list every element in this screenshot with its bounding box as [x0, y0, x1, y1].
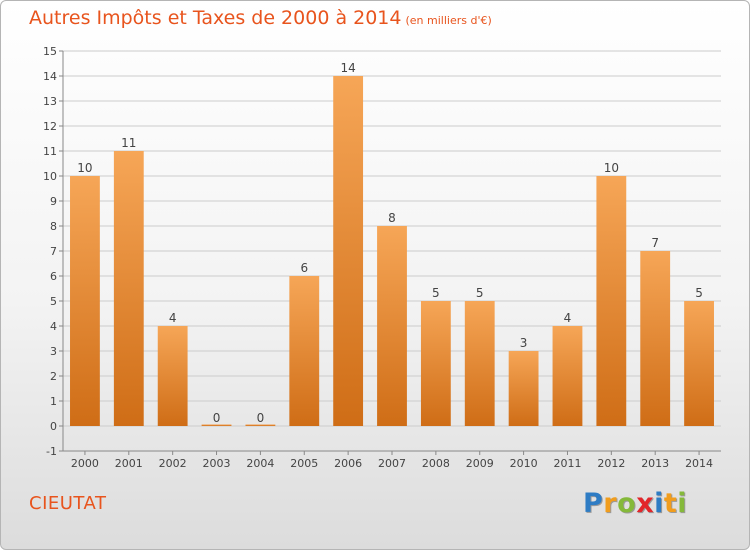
data-label-2006: 14	[340, 61, 355, 75]
data-label-2001: 11	[121, 136, 136, 150]
bar-2007	[377, 226, 407, 426]
y-tick-label: 9	[50, 195, 57, 208]
x-tick-label: 2001	[115, 457, 143, 470]
bar-2002	[157, 326, 188, 426]
y-tick-label: 1	[50, 395, 57, 408]
logo-letter: o	[617, 488, 637, 519]
y-tick-label: 14	[43, 70, 57, 83]
y-tick-label: 4	[50, 320, 57, 333]
data-label-2005: 6	[300, 261, 308, 275]
x-tick-label: 2005	[290, 457, 318, 470]
y-tick-label: 7	[50, 245, 57, 258]
x-tick-label: 2000	[71, 457, 99, 470]
bar-2000	[70, 176, 100, 426]
bar-2012	[596, 176, 627, 426]
x-tick-label: 2007	[378, 457, 406, 470]
proxiti-logo: Proxiti	[583, 488, 687, 519]
data-label-2008: 5	[432, 286, 440, 300]
x-tick-label: 2012	[597, 457, 625, 470]
y-tick-label: 11	[43, 145, 57, 158]
data-label-2004: 0	[257, 411, 265, 425]
commune-name: CIEUTAT	[29, 493, 107, 514]
x-tick-label: 2013	[641, 457, 669, 470]
data-label-2009: 5	[476, 286, 484, 300]
y-tick-label: 12	[43, 120, 57, 133]
logo-letter: x	[636, 488, 655, 519]
logo-letter: i	[677, 488, 688, 519]
bar-2010	[508, 351, 539, 426]
data-label-2007: 8	[388, 211, 396, 225]
x-tick-label: 2010	[510, 457, 538, 470]
y-tick-label: 15	[43, 45, 57, 58]
logo-letter: i	[654, 488, 664, 519]
data-label-2000: 10	[77, 161, 92, 175]
bar-2006	[333, 76, 364, 426]
y-tick-label: 2	[50, 370, 57, 383]
chart-title-unit: (en milliers d'€)	[405, 14, 492, 27]
x-tick-label: 2002	[159, 457, 187, 470]
bar-2013	[640, 251, 671, 426]
data-labels: 10 11 4 0 0 6 14 8 5 5 3 4 10 7 5	[77, 61, 703, 425]
y-tick-label: 5	[50, 295, 57, 308]
bars	[70, 76, 714, 426]
data-label-2002: 4	[169, 311, 177, 325]
x-tick-label: 2008	[422, 457, 450, 470]
logo-letter: r	[603, 488, 618, 519]
y-tick-label: 13	[43, 95, 57, 108]
bar-2011	[552, 326, 583, 426]
bar-2003	[201, 424, 232, 426]
bar-2001	[113, 151, 144, 426]
data-label-2010: 3	[520, 336, 528, 350]
data-label-2013: 7	[651, 236, 659, 250]
y-tick-label: 8	[50, 220, 57, 233]
chart-title: Autres Impôts et Taxes de 2000 à 2014 (en…	[29, 7, 492, 29]
x-tick-label: 2004	[246, 457, 274, 470]
x-tick-label: 2009	[466, 457, 494, 470]
data-label-2011: 4	[564, 311, 572, 325]
x-tick-label: 2003	[203, 457, 231, 470]
x-tick-label: 2014	[685, 457, 713, 470]
y-tick-label: 10	[43, 170, 57, 183]
bar-2004	[245, 424, 276, 426]
chart-title-main: Autres Impôts et Taxes de 2000 à 2014	[29, 7, 402, 29]
y-tick-label: 6	[50, 270, 57, 283]
logo-letter: t	[663, 488, 678, 519]
bar-2008	[420, 301, 451, 426]
y-tick-label: -1	[46, 445, 57, 458]
data-label-2014: 5	[695, 286, 703, 300]
y-tick-label: 3	[50, 345, 57, 358]
y-tick-label: 0	[50, 420, 57, 433]
data-label-2003: 0	[213, 411, 221, 425]
x-tick-label: 2011	[553, 457, 581, 470]
data-label-2012: 10	[604, 161, 619, 175]
bar-2005	[289, 276, 320, 426]
bar-2009	[464, 301, 495, 426]
x-tick-label: 2006	[334, 457, 362, 470]
bar-2014	[684, 301, 714, 426]
logo-letter: P	[583, 488, 604, 519]
